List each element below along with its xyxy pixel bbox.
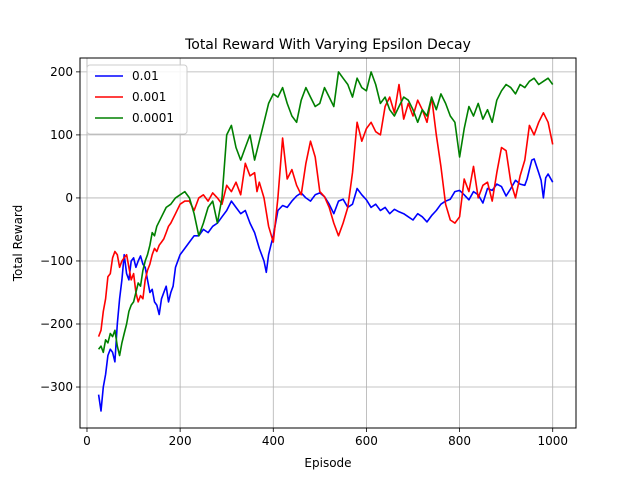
legend-label-0.001: 0.001 — [132, 90, 166, 104]
chart-title: Total Reward With Varying Epsilon Decay — [184, 37, 471, 53]
legend: 0.01 0.001 0.0001 — [86, 64, 188, 135]
x-tick-label: 200 — [169, 434, 192, 448]
y-tick-label: 100 — [50, 128, 73, 142]
x-tick-label: 1000 — [537, 434, 568, 448]
plot-frame — [79, 57, 577, 429]
series-line-0.01 — [97, 158, 554, 412]
legend-box — [86, 64, 188, 135]
y-tick-label: −200 — [40, 317, 73, 331]
legend-label-0.01: 0.01 — [132, 69, 159, 83]
axis-ticks: 0 200 400 600 800 1000 −300 −200 −100 0 100 200 — [40, 65, 568, 448]
legend-label-0.0001: 0.0001 — [132, 111, 174, 125]
x-tick-label: 0 — [83, 434, 91, 448]
series-lines — [97, 71, 554, 412]
series-line-0.001 — [97, 83, 554, 337]
y-axis-label: Total Reward — [11, 205, 25, 283]
x-tick-label: 800 — [448, 434, 471, 448]
x-tick-label: 600 — [355, 434, 378, 448]
series-line-0.0001 — [97, 71, 554, 357]
y-tick-label: 200 — [50, 65, 73, 79]
x-axis-label: Episode — [304, 456, 351, 470]
y-tick-label: −300 — [40, 380, 73, 394]
y-tick-label: 0 — [65, 191, 73, 205]
y-tick-label: −100 — [40, 254, 73, 268]
x-tick-label: 400 — [262, 434, 285, 448]
